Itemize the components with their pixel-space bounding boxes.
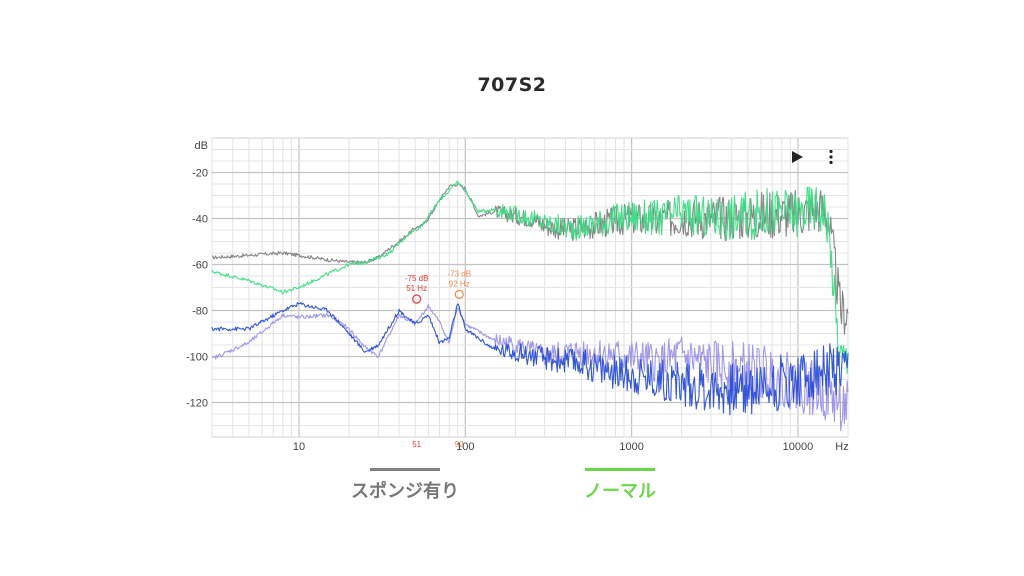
x-tick-label: 1000 [619, 441, 643, 453]
legend-swatch-normal [585, 468, 655, 471]
legend-normal: ノーマル [565, 468, 675, 503]
series-line-noise_a [211, 301, 849, 416]
x-tick-label: 100 [456, 441, 474, 453]
legend-sponge: スポンジ有り [340, 468, 470, 503]
play-icon[interactable] [792, 151, 803, 163]
x-tick-label: 10 [293, 441, 305, 453]
legend-label-normal: ノーマル [584, 481, 656, 502]
y-tick-label: -40 [192, 214, 208, 226]
peak-marker [454, 289, 464, 299]
axes-layer: -20 -40 -60 -80 -100 -120 dB 10 100 1000 10000 Hz [186, 140, 849, 453]
y-unit-label: dB [195, 140, 208, 152]
chart-title: 707S2 [477, 74, 547, 96]
y-tick-label: -60 [192, 260, 208, 272]
x-tick-label: 10000 [783, 441, 814, 453]
y-tick-label: -100 [186, 352, 208, 364]
y-tick-label: -20 [192, 168, 208, 180]
marker-axis-label: 92 [455, 440, 464, 449]
marker-db-label: -75 dB [405, 274, 429, 283]
series-line-normal [211, 180, 849, 374]
chart-controls[interactable] [792, 149, 833, 165]
marker-hz-label: 51 Hz [406, 284, 427, 293]
y-tick-label: -80 [192, 306, 208, 318]
marker-axis-label: 51 [412, 440, 421, 449]
marker-db-label: -73 dB [447, 269, 471, 278]
peak-marker [412, 294, 422, 304]
y-tick-label: -120 [186, 398, 208, 410]
more-options-icon[interactable] [829, 149, 833, 165]
marker-hz-label: 92 Hz [449, 279, 470, 288]
series-layer [211, 180, 849, 432]
legend-label-sponge: スポンジ有り [351, 481, 459, 502]
legend-swatch-sponge [370, 468, 440, 471]
x-unit-label: Hz [835, 441, 848, 453]
series-line-sponge [211, 182, 849, 335]
